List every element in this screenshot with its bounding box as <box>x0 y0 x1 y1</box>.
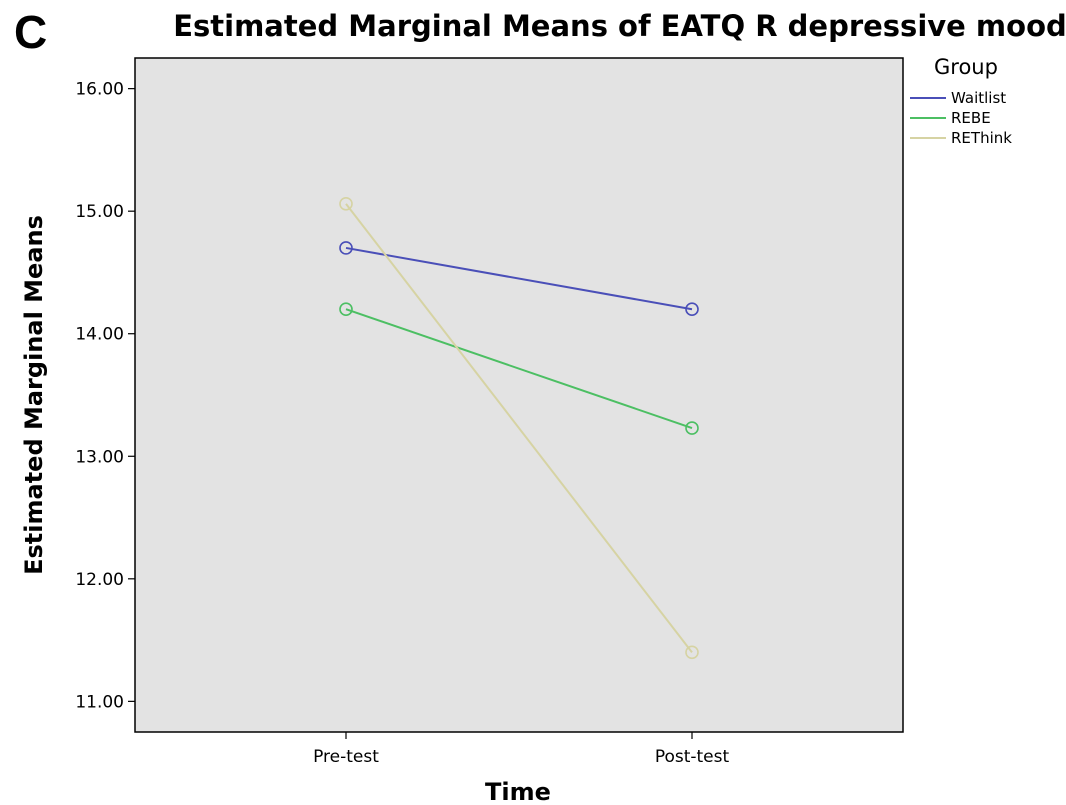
panel-label: C <box>14 6 47 58</box>
y-tick-label: 13.00 <box>75 447 124 467</box>
series-waitlist <box>339 241 699 317</box>
legend-item: REBE <box>910 109 991 127</box>
series-line <box>345 203 693 653</box>
x-axis-title: Time <box>485 778 551 805</box>
legend-title: Group <box>934 55 998 79</box>
y-tick-label: 14.00 <box>75 325 124 345</box>
data-point <box>685 302 699 317</box>
legend-item: REThink <box>910 129 1012 147</box>
series-line <box>345 308 693 430</box>
data-point <box>339 241 353 255</box>
legend-item: Waitlist <box>910 89 1006 107</box>
x-tick-label: Pre-test <box>313 747 379 767</box>
y-tick-label: 11.00 <box>75 692 124 712</box>
legend-label: Waitlist <box>951 89 1006 107</box>
series-rebe <box>339 302 699 435</box>
data-point <box>685 421 699 435</box>
y-tick-label: 16.00 <box>75 80 124 100</box>
series-rethink <box>339 197 699 660</box>
legend-label: REBE <box>951 109 991 127</box>
series-layer <box>339 197 699 660</box>
data-point <box>339 302 353 317</box>
data-point <box>685 645 699 660</box>
plot-area <box>134 57 904 733</box>
legend: Group Waitlist REBE REThink <box>910 55 1012 147</box>
chart-title: Estimated Marginal Means of EATQ R depre… <box>173 9 1066 43</box>
y-axis-title: Estimated Marginal Means <box>20 215 48 575</box>
x-tick-label: Post-test <box>655 747 730 767</box>
y-axis: 11.00 12.00 13.00 14.00 15.00 16.00 <box>75 80 135 712</box>
series-line <box>345 246 693 311</box>
x-axis: Pre-test Post-test <box>313 732 730 767</box>
data-point <box>339 197 353 211</box>
legend-label: REThink <box>951 129 1012 147</box>
y-tick-label: 15.00 <box>75 202 124 222</box>
y-tick-label: 12.00 <box>75 570 124 590</box>
